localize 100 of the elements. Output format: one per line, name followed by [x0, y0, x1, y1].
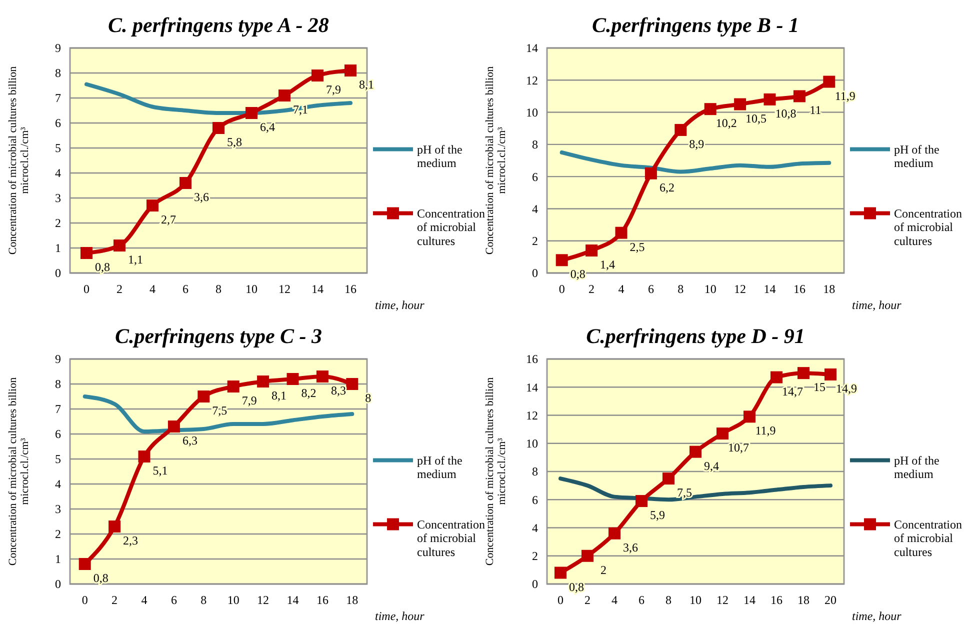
data-label: 11	[810, 103, 822, 118]
x-tick-label: 10	[704, 282, 716, 296]
point	[78, 558, 91, 570]
data-label: 5,8	[227, 135, 242, 149]
data-label: 0,8	[95, 260, 110, 274]
point	[278, 90, 290, 102]
data-label: 10,2	[716, 116, 737, 130]
x-tick-label: 4	[618, 282, 624, 296]
data-label: 1,4	[600, 258, 616, 272]
y-tick-label: 6	[532, 492, 538, 507]
data-label: 14,7	[782, 384, 803, 398]
x-tick-label: 12	[716, 593, 728, 607]
point	[146, 200, 158, 212]
data-label: 6,2	[659, 180, 674, 194]
y-tick-label: 6	[55, 427, 61, 442]
x-tick-label: 10	[227, 593, 240, 607]
y-tick-label: 14	[526, 380, 538, 394]
x-tick-label: 4	[612, 593, 618, 607]
y-tick-label: 10	[526, 436, 538, 451]
legend-label: pH of the medium	[417, 453, 462, 482]
y-tick-label: 4	[55, 477, 61, 492]
data-label: 15	[814, 380, 826, 394]
x-tick-label: 16	[316, 593, 328, 607]
data-label: 3,6	[623, 540, 638, 554]
y-tick-label: 12	[526, 408, 538, 422]
data-label: 7,5	[677, 486, 692, 500]
point	[716, 428, 728, 440]
data-label: 8,2	[301, 386, 316, 400]
y-tick-label: 3	[55, 502, 61, 516]
point	[662, 472, 674, 485]
y-tick-label: 10	[526, 105, 538, 120]
x-tick-label: 4	[150, 282, 156, 296]
x-tick-label: 18	[346, 593, 358, 607]
y-tick-label: 4	[532, 202, 538, 216]
x-tick-label: 0	[558, 593, 564, 607]
point	[180, 177, 192, 189]
point	[198, 390, 210, 402]
data-label: 5,9	[650, 508, 665, 522]
point	[114, 240, 126, 252]
x-tick-label: 10	[246, 282, 258, 296]
data-label: 5,1	[152, 464, 168, 478]
data-label: 8,9	[689, 136, 704, 151]
data-label: 0,8	[569, 580, 584, 594]
y-tick-label: 4	[532, 520, 538, 535]
point	[704, 103, 716, 116]
data-label: 11,9	[755, 424, 776, 438]
x-tick-label: 8	[200, 593, 207, 607]
y-axis-title: Concentration of microbial cultures billion microcl.cl./cm³	[6, 376, 32, 566]
y-tick-label: 3	[55, 191, 61, 206]
point	[582, 550, 594, 562]
x-tick-label: 2	[588, 282, 595, 296]
x-tick-label: 8	[666, 593, 672, 607]
point	[734, 98, 746, 110]
x-tick-label: 12	[734, 282, 746, 296]
x-tick-label: 10	[690, 593, 702, 607]
data-label: 8,1	[272, 388, 287, 402]
y-tick-label: 14	[526, 41, 538, 56]
y-tick-label: 0	[55, 577, 61, 592]
y-tick-label: 6	[55, 116, 61, 130]
legend-label: Concentration of microbial cultures	[417, 206, 485, 248]
point	[227, 380, 240, 392]
point	[823, 76, 836, 88]
y-tick-label: 8	[532, 464, 538, 479]
point	[615, 226, 628, 239]
point	[793, 90, 806, 102]
point	[286, 373, 299, 385]
y-tick-label: 2	[532, 549, 538, 564]
y-tick-label: 0	[55, 266, 61, 280]
x-tick-label: 12	[257, 593, 270, 607]
data-label: 10,8	[775, 106, 796, 120]
y-tick-label: 1	[55, 552, 61, 566]
y-tick-label: 16	[526, 352, 538, 366]
x-tick-label: 6	[638, 593, 644, 607]
data-label: 0,8	[93, 571, 108, 585]
point	[690, 446, 702, 458]
x-axis-title: time, hour	[375, 298, 425, 312]
x-tick-label: 2	[584, 593, 590, 607]
x-tick-label: 0	[82, 593, 88, 607]
point	[346, 378, 358, 390]
data-label: 1,1	[128, 252, 143, 266]
data-label: 6,4	[260, 120, 275, 134]
x-tick-label: 20	[824, 593, 836, 607]
data-label: 7,5	[212, 404, 228, 418]
x-tick-label: 14	[286, 593, 299, 607]
data-label: 10,7	[728, 440, 749, 455]
x-tick-label: 8	[678, 282, 684, 296]
data-label: 8,3	[330, 384, 346, 398]
data-label: 2,7	[161, 212, 176, 226]
x-tick-label: 16	[344, 282, 356, 296]
point	[138, 450, 150, 462]
y-axis-title: Concentration of microbial cultures billion microcl.cl./cm³	[484, 376, 508, 566]
x-tick-label: 0	[84, 282, 90, 296]
y-tick-label: 1	[55, 241, 61, 256]
point	[586, 244, 598, 256]
point	[80, 247, 92, 259]
data-label: 2	[600, 562, 606, 577]
data-label: 8	[365, 391, 372, 405]
point	[316, 370, 328, 382]
x-tick-label: 16	[770, 593, 782, 607]
y-axis-title: Concentration of microbial cultures billion microcl.cl./cm³	[484, 66, 508, 255]
